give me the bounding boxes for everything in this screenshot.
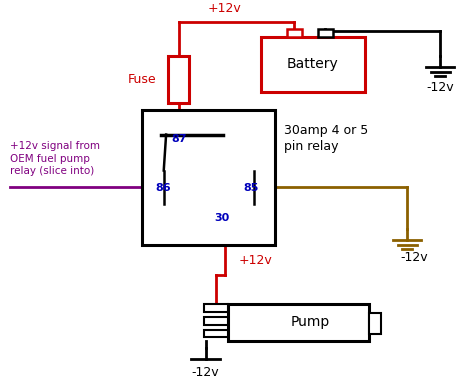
Text: 30amp 4 or 5
pin relay: 30amp 4 or 5 pin relay <box>284 124 368 153</box>
Text: Pump: Pump <box>290 315 329 329</box>
Text: 30: 30 <box>214 213 229 223</box>
Text: Battery: Battery <box>287 57 338 71</box>
Text: +12v: +12v <box>207 2 241 15</box>
Bar <box>204 304 228 312</box>
Text: Fuse: Fuse <box>128 73 156 86</box>
Text: -12v: -12v <box>427 81 454 94</box>
Bar <box>318 29 333 37</box>
Text: 86: 86 <box>156 183 172 193</box>
Text: -12v: -12v <box>401 251 428 264</box>
Text: -12v: -12v <box>192 366 219 379</box>
Text: +12v signal from
OEM fuel pump
relay (slice into): +12v signal from OEM fuel pump relay (sl… <box>10 141 100 176</box>
Bar <box>261 37 365 92</box>
Text: +12v: +12v <box>239 254 273 268</box>
Bar <box>168 56 189 102</box>
Bar <box>143 110 275 245</box>
Bar <box>204 330 228 337</box>
Bar <box>369 313 381 334</box>
Text: 85: 85 <box>243 183 259 193</box>
Bar <box>204 317 228 325</box>
Text: 87: 87 <box>172 135 187 144</box>
Bar <box>287 29 302 37</box>
Bar <box>228 304 369 341</box>
